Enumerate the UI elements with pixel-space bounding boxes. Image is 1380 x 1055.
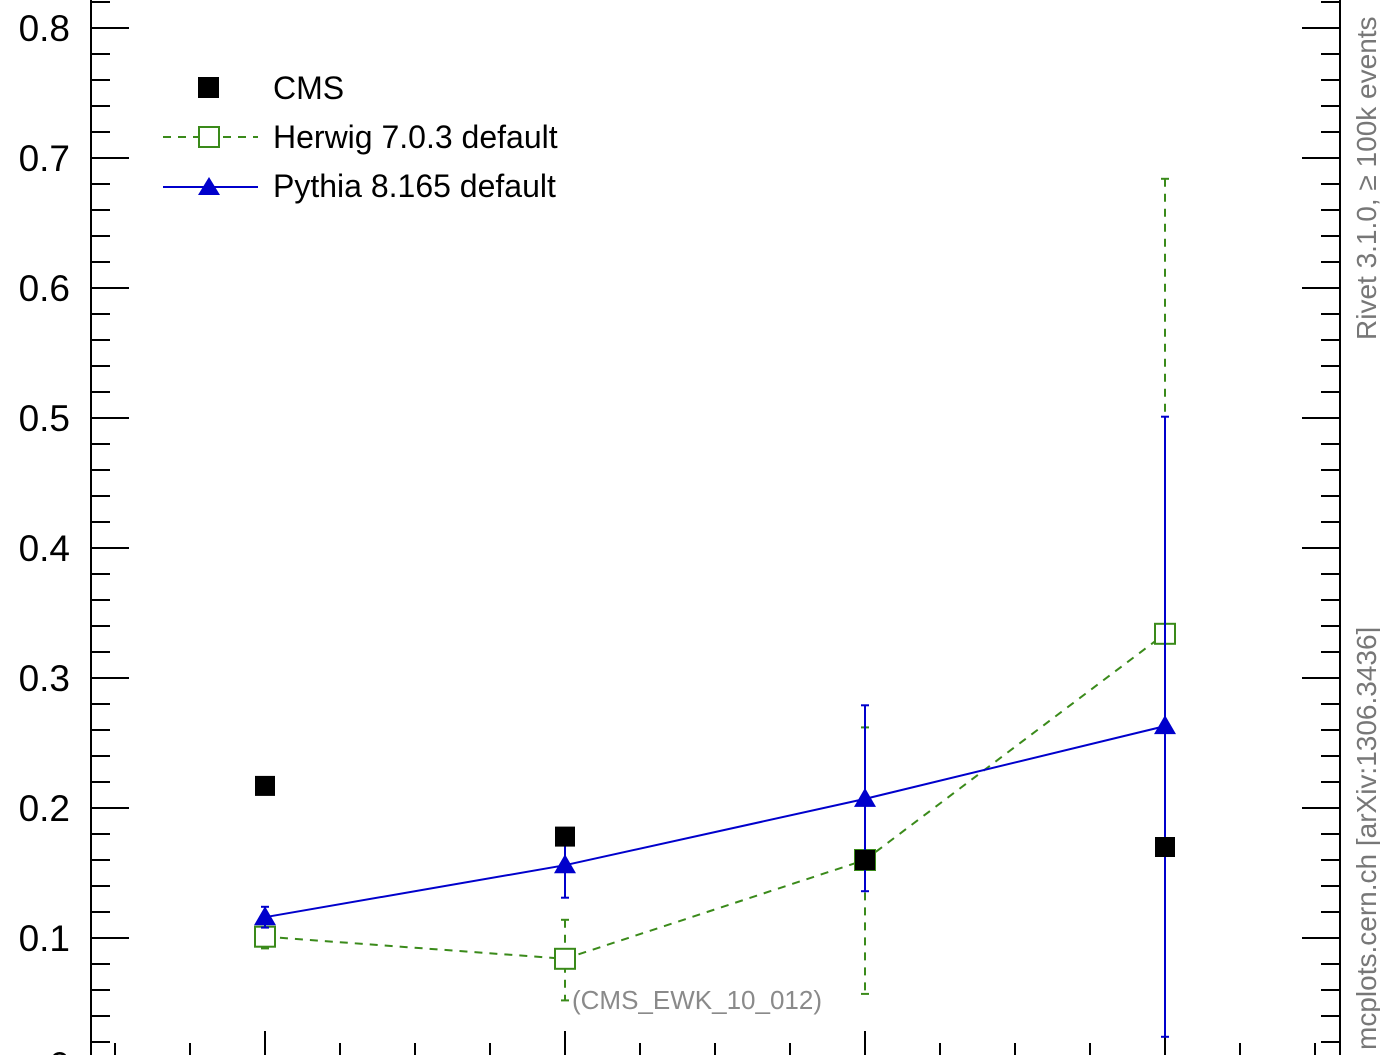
y-axis-ticks — [91, 1, 1340, 1043]
y-axis-tick-labels: 0.1 0.2 0.3 0.4 0.5 0.6 0.7 0.8 0 — [19, 8, 70, 1055]
legend-cms-label: CMS — [273, 70, 344, 106]
analysis-reference: (CMS_EWK_10_012) — [572, 985, 822, 1015]
rivet-version-label: Rivet 3.1.0, ≥ 100k events — [1351, 16, 1380, 340]
herwig-point — [554, 947, 576, 970]
series-pythia — [254, 415, 1176, 1038]
x-axis-ticks — [114, 1031, 1316, 1055]
legend-pythia-marker — [198, 177, 220, 195]
mcplots-label: mcplots.cern.ch [arXiv:1306.3436] — [1351, 627, 1380, 1050]
pythia-point — [854, 787, 876, 807]
legend-herwig-label: Herwig 7.0.3 default — [273, 119, 558, 155]
cms-point — [1155, 837, 1175, 857]
cms-point — [555, 826, 575, 847]
legend-cms-marker — [198, 77, 219, 98]
y-tick-label: 0.5 — [19, 398, 70, 439]
herwig-line — [264, 633, 1166, 960]
herwig-point — [254, 925, 276, 948]
y-tick-label: 0.4 — [19, 528, 70, 569]
y-tick-label: 0.2 — [19, 788, 70, 829]
series-herwig — [254, 177, 1176, 1002]
legend-pythia-label: Pythia 8.165 default — [273, 168, 556, 204]
pythia-point — [254, 906, 276, 926]
legend: CMS Herwig 7.0.3 default Pythia 8.165 de… — [163, 70, 558, 204]
y-tick-label-partial: 0 — [49, 1045, 70, 1055]
y-tick-label: 0.3 — [19, 658, 70, 699]
cms-point — [255, 775, 275, 796]
pythia-line — [264, 725, 1166, 919]
pythia-point — [1154, 715, 1176, 735]
legend-herwig-marker — [198, 126, 220, 148]
cms-point — [855, 850, 875, 870]
y-tick-label: 0.8 — [19, 8, 70, 49]
y-tick-label: 0.6 — [19, 268, 70, 309]
series-cms — [255, 775, 1175, 870]
y-tick-label: 0.1 — [19, 918, 70, 959]
y-tick-label: 0.7 — [19, 138, 70, 179]
pythia-point — [554, 854, 576, 874]
